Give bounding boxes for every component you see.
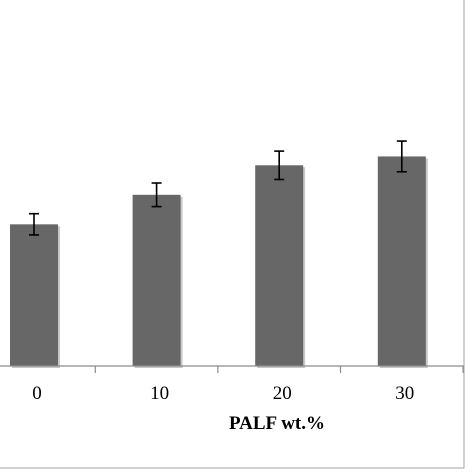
bar-10 <box>132 194 181 366</box>
chart-frame <box>0 0 465 469</box>
bars-layer <box>10 140 428 368</box>
x-axis-title: PALF wt.% <box>229 413 325 434</box>
error-bar-0 <box>29 212 39 236</box>
error-bar-30 <box>396 140 407 173</box>
error-bar-10 <box>151 182 162 208</box>
bar-0 <box>10 224 58 366</box>
x-tick-label-20: 20 <box>273 383 292 404</box>
x-tick-labels: 0 10 20 30 <box>32 383 414 404</box>
x-axis <box>0 365 464 373</box>
x-tick-label-30: 30 <box>395 383 414 404</box>
bar-30 <box>377 156 426 366</box>
x-tick-label-0: 0 <box>32 383 42 404</box>
x-tick-label-10: 10 <box>150 383 169 404</box>
bar-20 <box>255 165 304 366</box>
error-bar-20 <box>274 150 285 181</box>
